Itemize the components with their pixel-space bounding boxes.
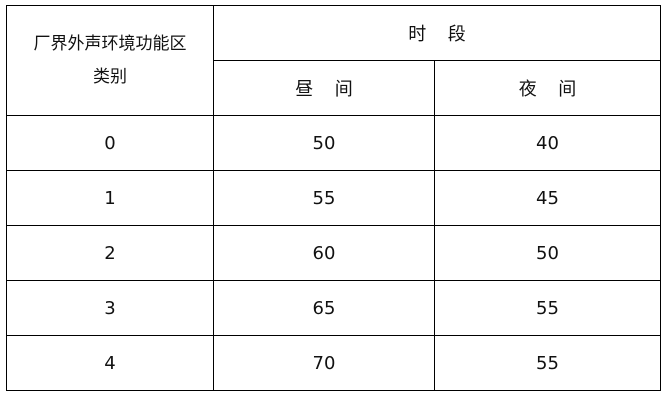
cell-night: 50 [434, 225, 661, 281]
table-row: 3 65 55 [6, 280, 661, 336]
cell-category: 4 [6, 335, 214, 391]
header-night: 夜间 [434, 60, 661, 116]
table-row: 2 60 50 [6, 225, 661, 281]
table-row: 4 70 55 [6, 335, 661, 391]
cell-night: 55 [434, 280, 661, 336]
cell-night: 40 [434, 115, 661, 171]
table-row: 0 50 40 [6, 115, 661, 171]
cell-category: 2 [6, 225, 214, 281]
cell-day: 50 [213, 115, 435, 171]
cell-day: 55 [213, 170, 435, 226]
cell-day: 70 [213, 335, 435, 391]
cell-category: 0 [6, 115, 214, 171]
cell-day: 60 [213, 225, 435, 281]
cell-day: 65 [213, 280, 435, 336]
cell-category: 1 [6, 170, 214, 226]
noise-limits-table: 厂界外声环境功能区 类别 时段 昼间 夜间 0 50 40 1 55 45 2 … [6, 5, 661, 391]
header-day: 昼间 [213, 60, 435, 116]
header-category-line1: 厂界外声环境功能区 [33, 33, 187, 54]
cell-category: 3 [6, 280, 214, 336]
header-period: 时段 [213, 5, 661, 61]
header-category: 厂界外声环境功能区 类别 [6, 5, 214, 116]
header-category-line2: 类别 [93, 66, 127, 87]
table-row: 1 55 45 [6, 170, 661, 226]
cell-night: 45 [434, 170, 661, 226]
cell-night: 55 [434, 335, 661, 391]
